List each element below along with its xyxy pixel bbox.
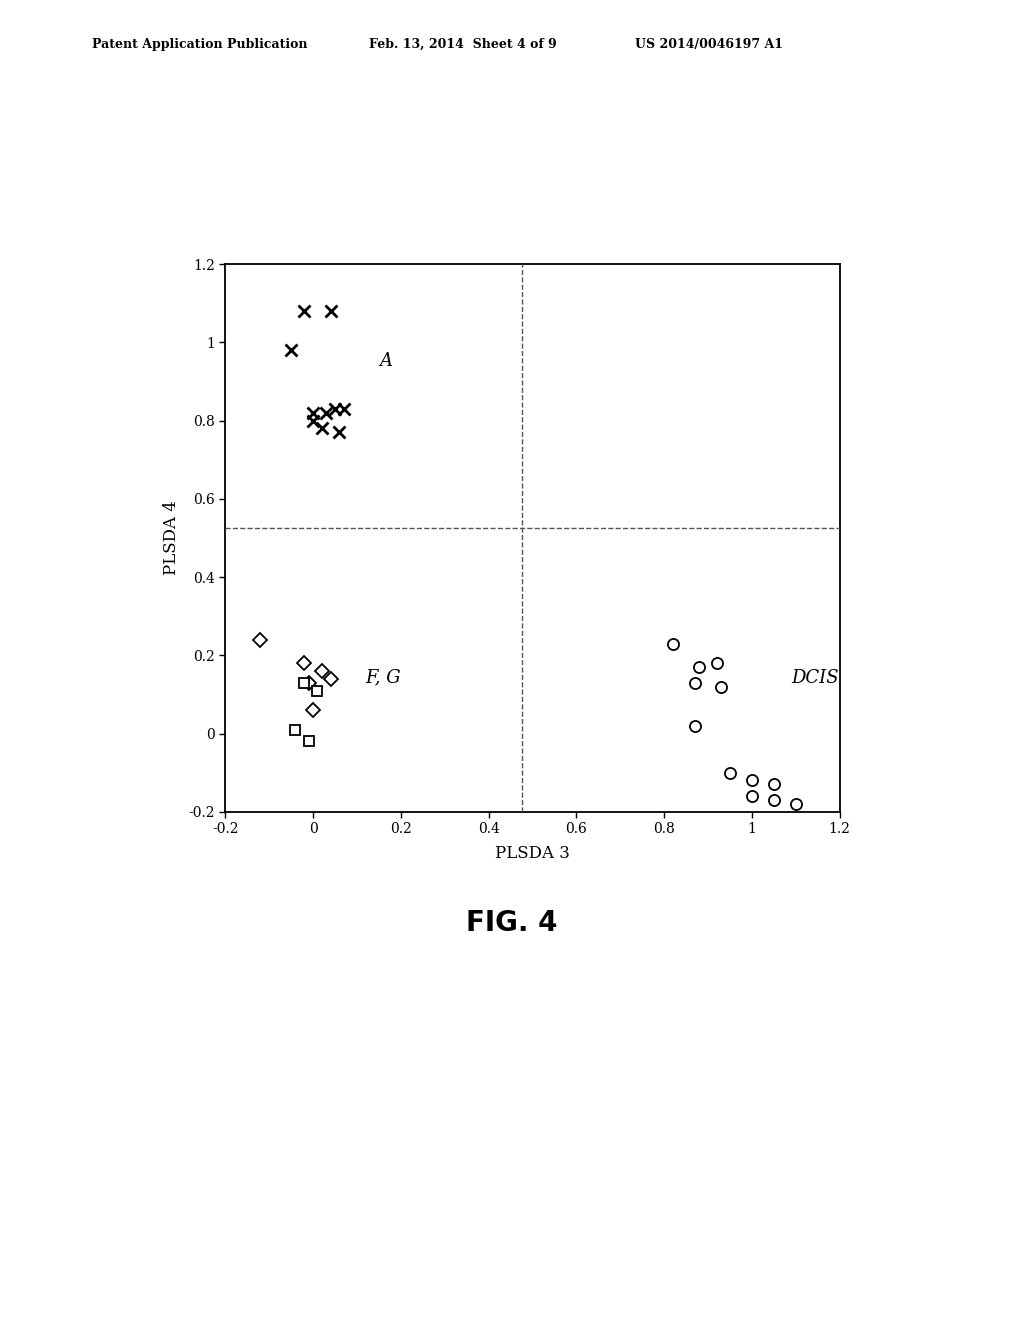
Text: Patent Application Publication: Patent Application Publication (92, 37, 307, 50)
Text: Feb. 13, 2014  Sheet 4 of 9: Feb. 13, 2014 Sheet 4 of 9 (369, 37, 556, 50)
Text: US 2014/0046197 A1: US 2014/0046197 A1 (635, 37, 783, 50)
Text: F, G: F, G (366, 669, 401, 686)
X-axis label: PLSDA 3: PLSDA 3 (495, 845, 570, 862)
Text: FIG. 4: FIG. 4 (466, 908, 558, 937)
Text: DCIS: DCIS (792, 669, 839, 686)
Text: A: A (379, 351, 392, 370)
Y-axis label: PLSDA 4: PLSDA 4 (163, 500, 180, 576)
